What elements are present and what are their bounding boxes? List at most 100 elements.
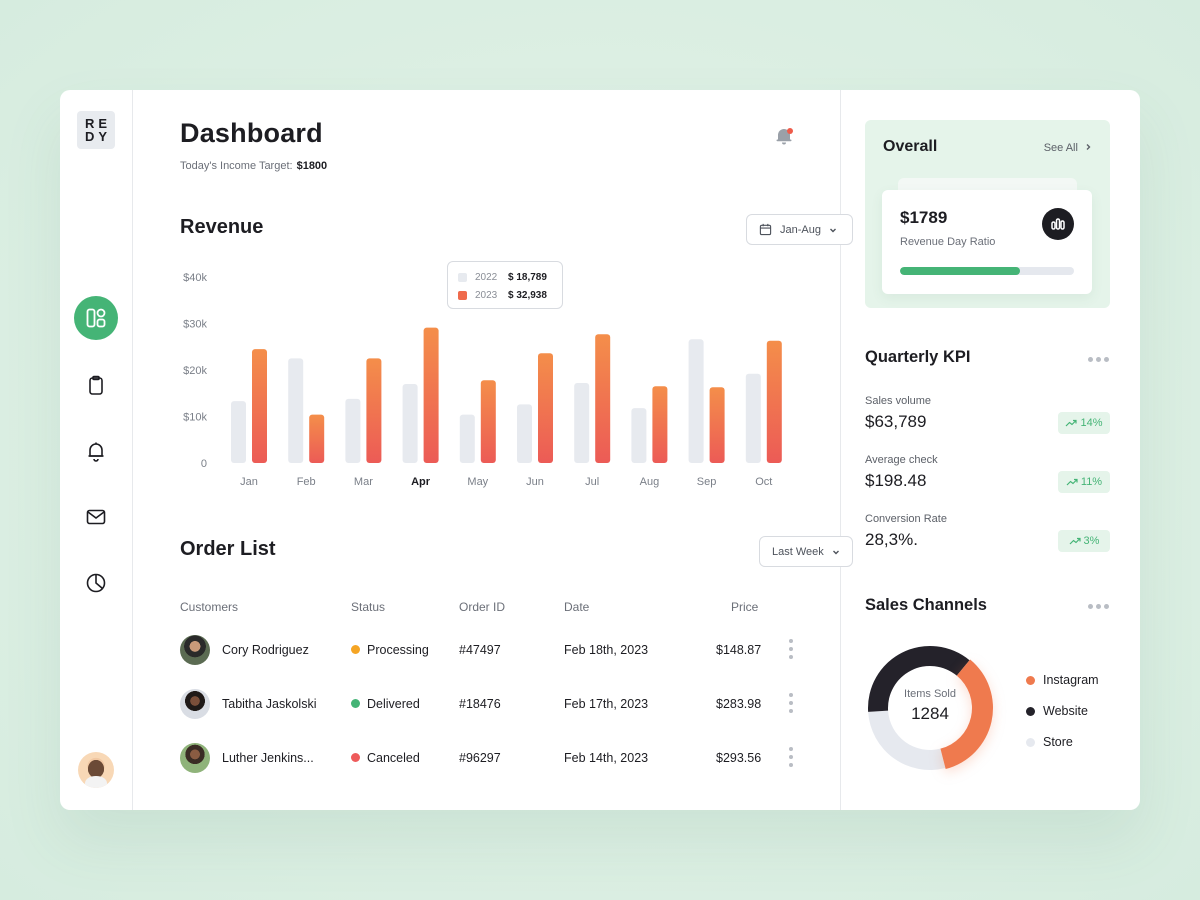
legend-item-store: Store [1026, 735, 1073, 749]
logo[interactable]: RE DY [77, 111, 115, 149]
table-row[interactable]: Luther Jenkins... Canceled #96297 Feb 14… [180, 743, 800, 787]
clipboard-icon [89, 375, 103, 395]
customer-avatar [180, 635, 210, 665]
tooltip-year: 2023 [475, 289, 498, 301]
more-options-icon[interactable] [789, 693, 793, 715]
legend-label: Website [1043, 704, 1088, 718]
donut-slice-website[interactable] [868, 646, 970, 712]
calendar-icon [759, 223, 772, 236]
bar-2022-mar[interactable] [345, 398, 361, 463]
sidebar: RE DY [60, 90, 133, 810]
income-value: $1800 [296, 160, 328, 172]
column-header-customers[interactable]: Customers [180, 600, 239, 614]
kpi-more-icon[interactable] [1088, 357, 1110, 363]
kpi-change-badge: 3% [1058, 530, 1110, 552]
order-status: Canceled [351, 743, 420, 773]
revenue-range-select[interactable]: Jan-Aug [746, 214, 853, 245]
nav-dashboard[interactable] [74, 296, 118, 340]
column-header-date[interactable]: Date [564, 600, 590, 614]
kpi-value: 28,3%. [865, 530, 918, 549]
legend-swatch-2022 [458, 272, 467, 282]
y-tick-label: $10k [183, 412, 207, 424]
bar-2023-may[interactable] [480, 380, 496, 463]
bar-2023-feb[interactable] [309, 414, 325, 463]
status-label: Canceled [367, 751, 420, 765]
bar-2022-jun[interactable] [517, 404, 532, 463]
x-tick-label: Aug [640, 476, 660, 488]
table-row[interactable]: Tabitha Jaskolski Delivered #18476 Feb 1… [180, 689, 800, 733]
bar-2022-jan[interactable] [231, 401, 246, 463]
status-dot [351, 645, 360, 655]
right-panel: Overall See All $1789 Revenue Day Ratio [842, 90, 1140, 810]
items-sold-label: Items Sold [904, 688, 956, 700]
bar-2023-oct[interactable] [766, 340, 782, 463]
bar-2022-sep[interactable] [688, 339, 704, 463]
main-content: Dashboard Today's Income Target: $1800 Re… [133, 90, 853, 810]
donut-slice-instagram[interactable] [940, 659, 993, 770]
column-header-price[interactable]: Price [731, 600, 759, 614]
order-price: $283.98 [716, 697, 762, 711]
page-title: Dashboard [180, 118, 323, 148]
column-header-status[interactable]: Status [351, 600, 386, 614]
x-tick-label: Mar [354, 476, 373, 488]
overall-card: Overall See All $1789 Revenue Day Ratio [865, 120, 1110, 308]
bar-2022-aug[interactable] [631, 408, 647, 463]
income-label: Today's Income Target: [180, 160, 293, 172]
see-all-link[interactable]: See All [1044, 142, 1092, 154]
bar-2023-apr[interactable] [423, 327, 439, 463]
nav-notifications[interactable] [74, 429, 118, 473]
column-header-order-id[interactable]: Order ID [459, 600, 506, 614]
x-tick-label: Sep [697, 476, 717, 488]
bar-2023-mar[interactable] [366, 358, 382, 463]
kpi-item: Average check $198.48 11% [865, 454, 1110, 504]
order-id: #18476 [459, 697, 501, 711]
bar-2023-sep[interactable] [709, 387, 725, 463]
status-label: Processing [367, 643, 429, 657]
notification-dot [787, 128, 793, 134]
revenue-ratio-card[interactable]: $1789 Revenue Day Ratio [882, 190, 1092, 294]
donut-center: Items Sold 1284 [890, 688, 970, 724]
kpi-change: 14% [1080, 417, 1103, 429]
more-options-icon[interactable] [789, 747, 793, 769]
chart-tooltip: 2022 $ 18,789 2023 $ 32,938 [447, 261, 563, 309]
status-label: Delivered [367, 697, 420, 711]
bar-2022-feb[interactable] [288, 358, 304, 463]
bar-2022-may[interactable] [459, 414, 475, 463]
sales-channels-donut [868, 646, 993, 770]
more-options-icon[interactable] [789, 639, 793, 661]
kpi-change-badge: 11% [1058, 471, 1110, 493]
tooltip-row: 2022 $ 18,789 [458, 268, 552, 286]
nav-messages[interactable] [74, 495, 118, 539]
bar-2022-jul[interactable] [574, 383, 590, 463]
nav-reports[interactable] [74, 561, 118, 605]
trend-up-icon [1066, 419, 1078, 427]
bar-2023-jul[interactable] [595, 334, 611, 463]
nav-orders[interactable] [74, 363, 118, 407]
channels-more-icon[interactable] [1088, 604, 1110, 610]
bar-chart-icon [1042, 208, 1074, 240]
order-id: #96297 [459, 751, 501, 765]
table-row[interactable]: Cory Rodriguez Processing #47497 Feb 18t… [180, 635, 800, 679]
quarterly-kpi-title: Quarterly KPI [865, 348, 971, 366]
user-avatar[interactable] [78, 752, 114, 788]
chevron-right-icon [1086, 144, 1091, 150]
logo-line-1: RE [84, 116, 112, 131]
bar-2022-apr[interactable] [402, 383, 418, 463]
donut-slice-store[interactable] [868, 710, 946, 770]
bar-2023-jun[interactable] [538, 353, 553, 463]
pie-chart-icon [86, 573, 106, 593]
order-date: Feb 14th, 2023 [564, 751, 649, 765]
progress-fill [900, 267, 1021, 275]
bar-2023-jan[interactable] [252, 349, 267, 463]
x-tick-label: May [467, 476, 488, 488]
notification-button[interactable] [774, 126, 794, 146]
logo-line-2: DY [84, 129, 112, 144]
legend-label: Store [1043, 735, 1073, 749]
revenue-ratio-progress [900, 267, 1074, 275]
legend-item-instagram: Instagram [1026, 673, 1099, 687]
order-range-select[interactable]: Last Week [759, 536, 853, 567]
order-date: Feb 17th, 2023 [564, 697, 649, 711]
bar-2022-oct[interactable] [745, 373, 761, 463]
bar-2023-aug[interactable] [652, 386, 668, 463]
legend-swatch [1026, 675, 1035, 685]
